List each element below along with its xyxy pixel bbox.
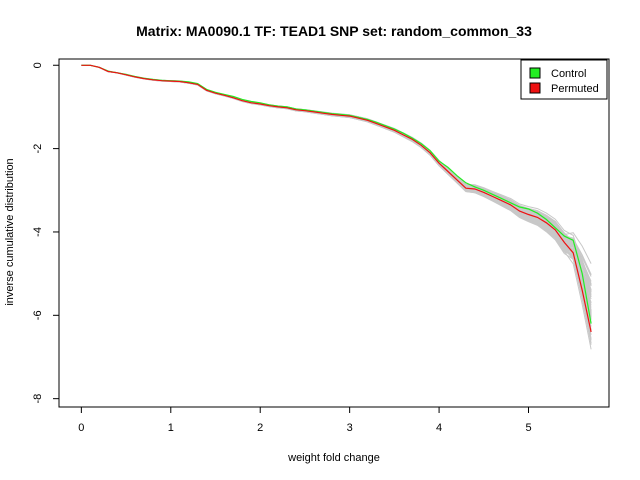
background-series-line: [81, 64, 592, 311]
background-series-line: [81, 64, 592, 264]
background-series-line: [81, 64, 592, 295]
background-series-line: [81, 64, 592, 298]
background-series-line: [81, 64, 592, 282]
background-series-line: [81, 64, 592, 314]
x-tick-label: 0: [78, 422, 84, 434]
x-tick-label: 2: [257, 422, 263, 434]
x-tick-label: 1: [168, 422, 174, 434]
background-series-line: [81, 64, 592, 314]
background-series-line: [81, 64, 592, 320]
y-tick-label: -8: [32, 394, 44, 404]
background-series-line: [81, 64, 592, 311]
x-axis: 0 1 2 3 4 5: [78, 407, 532, 434]
y-tick-label: -6: [32, 310, 44, 320]
plot-frame: [58, 58, 610, 408]
background-series-line: [81, 64, 592, 317]
background-series-line: [81, 64, 592, 291]
background-series-line: [81, 64, 592, 311]
background-series-line: [81, 64, 592, 308]
background-series-line: [81, 64, 592, 285]
series-line-control: [81, 64, 592, 324]
background-series-line: [81, 64, 592, 314]
background-series-line: [81, 64, 592, 331]
background-series-line: [81, 64, 592, 312]
background-series-line: [81, 64, 592, 316]
background-series-line: [81, 64, 592, 312]
background-series-line: [81, 64, 592, 335]
background-series-line: [81, 64, 592, 284]
background-series-line: [81, 64, 592, 320]
background-series-line: [81, 64, 592, 318]
background-series-line: [81, 64, 592, 316]
background-series-line: [81, 64, 592, 330]
background-series-line: [81, 64, 592, 303]
background-series-line: [81, 64, 592, 293]
background-series-line: [81, 64, 592, 316]
background-series-line: [81, 64, 592, 317]
legend-label-permuted: Permuted: [551, 83, 599, 95]
background-series-line: [81, 64, 592, 313]
background-series-line: [81, 64, 592, 321]
legend-swatch-control: [529, 67, 541, 79]
background-series-line: [81, 64, 592, 314]
background-series-line: [81, 64, 592, 292]
background-series-line: [81, 64, 592, 331]
background-series-line: [81, 64, 592, 291]
background-series-line: [81, 64, 592, 317]
background-series-line: [81, 64, 592, 318]
y-tick-label: 0: [32, 62, 44, 68]
main-series-group: [81, 64, 592, 333]
background-series-line: [81, 64, 592, 285]
x-axis-label: weight fold change: [287, 452, 380, 464]
legend-swatch-permuted: [529, 82, 541, 94]
background-series-line: [81, 64, 592, 276]
background-series-line: [81, 64, 592, 275]
background-series-line: [81, 64, 592, 306]
background-series-line: [81, 64, 592, 316]
background-series-line: [81, 64, 592, 317]
background-series-line: [81, 64, 592, 297]
x-tick-label: 3: [347, 422, 353, 434]
y-tick-label: -4: [32, 227, 44, 237]
x-tick-label: 5: [525, 422, 531, 434]
chart-title: Matrix: MA0090.1 TF: TEAD1 SNP set: rand…: [136, 23, 532, 39]
y-axis: 0 -2 -4 -6 -8: [32, 62, 59, 404]
background-series-line: [81, 64, 592, 293]
background-series-line: [81, 64, 592, 315]
background-series-line: [81, 64, 592, 304]
background-series-line: [81, 64, 592, 277]
background-series-line: [81, 64, 592, 295]
x-tick-label: 4: [436, 422, 442, 434]
background-series-line: [81, 64, 592, 286]
background-series-line: [81, 64, 592, 327]
background-series-line: [81, 64, 592, 323]
y-axis-label: inverse cumulative distribution: [4, 158, 16, 305]
series-line-permuted: [81, 64, 592, 333]
background-series-line: [81, 64, 592, 290]
y-tick-label: -2: [32, 144, 44, 154]
background-series-line: [81, 64, 592, 300]
legend-label-control: Control: [551, 68, 586, 80]
background-series-line: [81, 64, 592, 287]
legend: Control Permuted: [520, 59, 608, 100]
